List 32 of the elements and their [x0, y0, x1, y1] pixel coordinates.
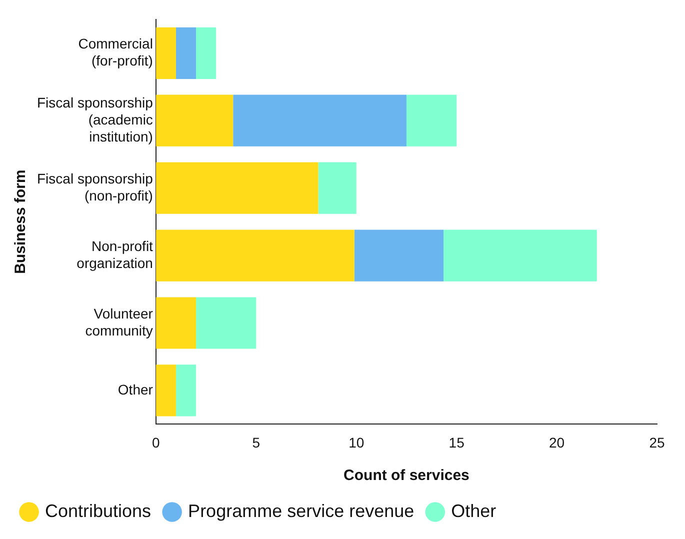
x-axis-title: Count of services	[344, 467, 470, 484]
legend-label: Contributions	[45, 500, 152, 521]
bar	[444, 230, 597, 282]
y-tick-label: Other	[118, 381, 154, 398]
y-tick-label: Commercial (for-profit)	[78, 36, 153, 68]
bar	[196, 27, 216, 79]
x-tick-label: 10	[348, 434, 364, 450]
y-tick-label: Volunteer community	[85, 305, 154, 338]
y-axis-title: Business form	[12, 170, 30, 274]
bar	[318, 162, 356, 214]
x-tick-label: 15	[448, 434, 465, 450]
bar	[156, 364, 176, 416]
x-tick-label: 25	[649, 434, 665, 450]
bar	[196, 297, 256, 349]
bar	[156, 162, 318, 214]
bar	[406, 94, 457, 146]
y-tick-label: Fiscal sponsorship (non-profit)	[37, 170, 154, 204]
y-tick-label: Fiscal sponsorship (academic institution)	[37, 94, 154, 144]
y-tick-label: Non-profit organization	[76, 238, 154, 271]
legend-label: Programme service revenue	[188, 500, 414, 521]
legend-label: Other	[451, 500, 496, 521]
bar	[176, 27, 196, 79]
bar	[156, 230, 354, 282]
bar	[156, 297, 196, 349]
bar	[176, 364, 196, 416]
x-tick-label: 5	[252, 434, 260, 450]
bar	[354, 230, 444, 282]
bar	[156, 94, 234, 146]
bar	[233, 94, 406, 146]
bar	[156, 27, 176, 79]
x-tick-label: 0	[152, 434, 160, 450]
x-tick-label: 20	[549, 434, 565, 450]
